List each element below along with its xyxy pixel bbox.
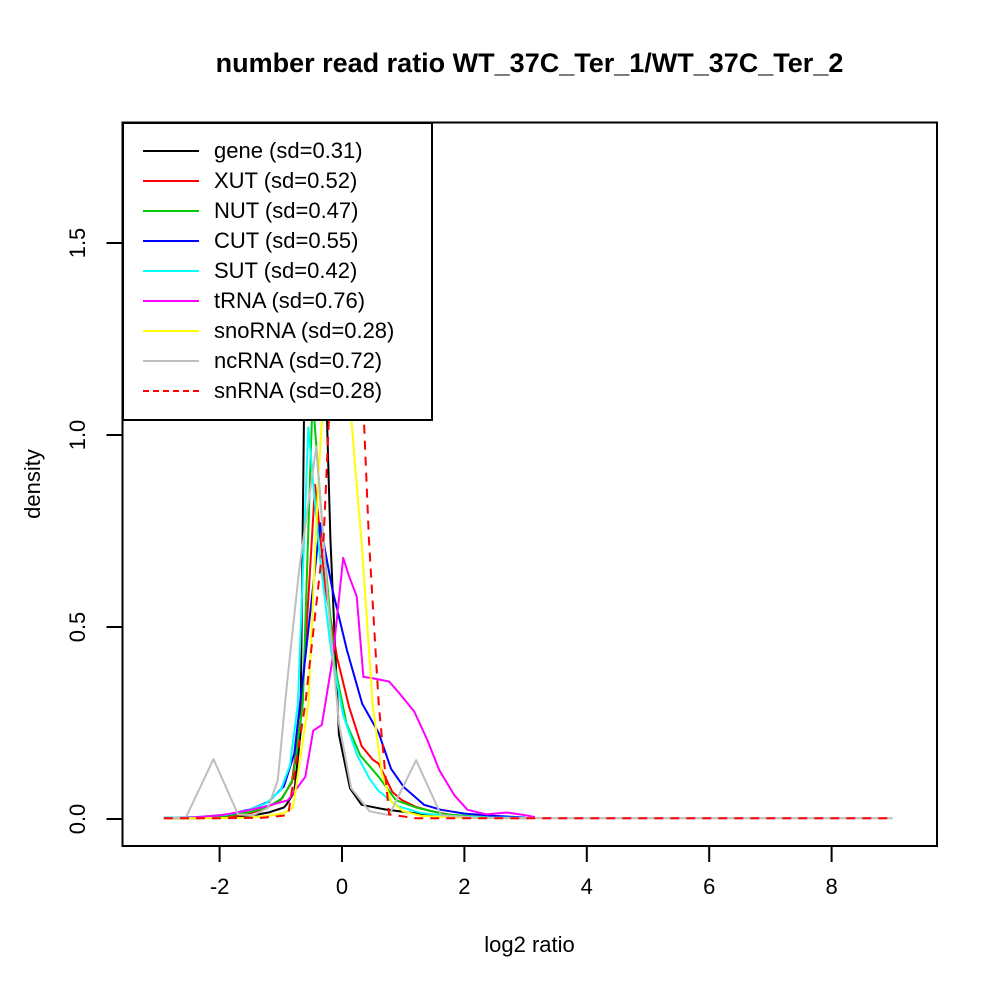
x-tick-label: 6 (703, 874, 716, 899)
legend: gene (sd=0.31) XUT (sd=0.52) NUT (sd=0.47)… (122, 122, 433, 421)
y-tick-label: 0.0 (65, 803, 90, 835)
legend-line-sample-snRNA (143, 390, 199, 392)
legend-item-tRNA: tRNA (sd=0.76) (124, 286, 431, 316)
legend-line-sample-gene (143, 150, 199, 152)
legend-item-snRNA: snRNA (sd=0.28) (124, 376, 431, 406)
y-tick-label: 1.0 (65, 419, 90, 451)
legend-line-sample-SUT (143, 270, 199, 272)
y-axis-label: density (20, 449, 45, 519)
legend-line-sample-ncRNA (143, 360, 199, 362)
x-tick-label: -2 (209, 874, 230, 899)
legend-label: ncRNA (sd=0.72) (214, 348, 383, 373)
x-tick-label: 2 (458, 874, 471, 899)
legend-item-CUT: CUT (sd=0.55) (124, 226, 431, 256)
legend-item-NUT: NUT (sd=0.47) (124, 196, 431, 226)
legend-label: snRNA (sd=0.28) (214, 378, 383, 403)
x-tick-label: 0 (335, 874, 349, 899)
legend-line-sample-XUT (143, 180, 199, 182)
legend-label: CUT (sd=0.55) (214, 228, 359, 253)
legend-item-XUT: XUT (sd=0.52) (124, 166, 431, 196)
series-line-CUT (163, 522, 526, 819)
legend-label: NUT (sd=0.47) (214, 198, 359, 223)
x-tick-label: 4 (580, 874, 593, 899)
y-tick-label: 1.5 (65, 227, 90, 259)
legend-label: tRNA (sd=0.76) (214, 288, 366, 313)
plot-box (121, 121, 938, 847)
x-tick-label: 8 (825, 874, 838, 899)
legend-label: XUT (sd=0.52) (214, 168, 358, 193)
legend-line-sample-NUT (143, 210, 199, 212)
legend-item-snoRNA: snoRNA (sd=0.28) (124, 316, 431, 346)
y-tick-label: 0.5 (65, 611, 90, 643)
legend-item-gene: gene (sd=0.31) (124, 136, 431, 166)
legend-line-sample-snoRNA (143, 330, 199, 332)
series-line-ncRNA (163, 445, 893, 820)
legend-label: snoRNA (sd=0.28) (214, 318, 395, 343)
x-axis-label: log2 ratio (484, 932, 575, 957)
legend-item-SUT: SUT (sd=0.42) (124, 256, 431, 286)
legend-label: SUT (sd=0.42) (214, 258, 358, 283)
legend-line-sample-tRNA (143, 300, 199, 302)
legend-line-sample-CUT (143, 240, 199, 242)
chart-title: number read ratio WT_37C_Ter_1/WT_37C_Te… (215, 48, 844, 78)
legend-label: gene (sd=0.31) (214, 138, 363, 163)
series-line-tRNA (163, 556, 536, 820)
legend-item-ncRNA: ncRNA (sd=0.72) (124, 346, 431, 376)
